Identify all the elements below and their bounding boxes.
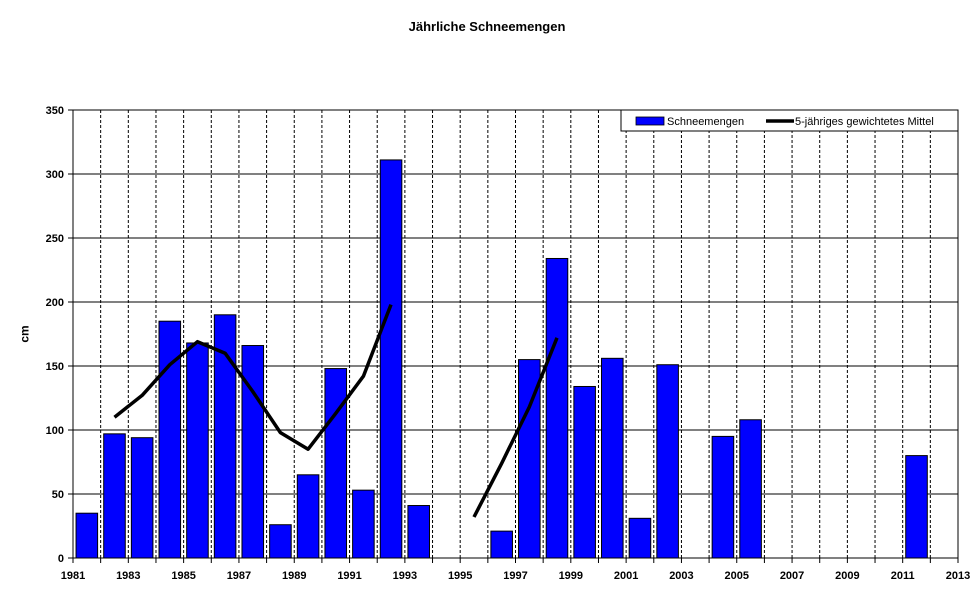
x-tick-label: 1987 [227, 570, 251, 582]
x-tick-label: 1985 [171, 570, 195, 582]
bar-1991 [324, 368, 348, 559]
mean-line-segment-1 [113, 303, 393, 451]
bar-series [75, 159, 928, 559]
y-tick-label: 250 [46, 233, 64, 245]
y-tick-label: 350 [46, 105, 64, 117]
bar-2006 [739, 419, 762, 559]
bar-2003 [656, 364, 679, 559]
y-axis-ticks: 0 50 100 150 200 250 300 350 [46, 105, 73, 565]
x-tick-label: 1981 [61, 570, 85, 582]
x-tick-label: 2005 [725, 570, 749, 582]
bar-1982 [75, 512, 99, 559]
legend-line-label: 5-jähriges gewichtetes Mittel [795, 116, 934, 128]
x-tick-label: 1991 [337, 570, 361, 582]
y-tick-label: 0 [58, 553, 64, 565]
bar-1986 [186, 342, 209, 559]
y-tick-label: 100 [46, 425, 64, 437]
x-tick-label: 1997 [503, 570, 527, 582]
x-tick-label: 1999 [559, 570, 583, 582]
bar-1999 [545, 257, 569, 559]
x-tick-label: 2001 [614, 570, 638, 582]
bar-1997 [490, 530, 513, 559]
bar-2012 [905, 455, 928, 559]
x-axis-ticks: 1981 1983 1985 1987 1989 1991 1993 1995 1997 1999… [61, 558, 970, 582]
y-tick-label: 300 [46, 169, 64, 181]
x-tick-label: 2003 [669, 570, 693, 582]
bar-2002 [628, 517, 652, 559]
legend-bar-swatch [635, 116, 665, 126]
x-tick-label: 1995 [448, 570, 472, 582]
bar-1983 [103, 433, 126, 559]
y-tick-label: 50 [52, 489, 64, 501]
x-tick-label: 1993 [393, 570, 417, 582]
bar-1993 [379, 159, 403, 559]
legend-bar-label: Schneemengen [667, 116, 744, 128]
x-tick-label: 2007 [780, 570, 804, 582]
line-series [113, 303, 559, 518]
x-tick-label: 2013 [946, 570, 970, 582]
x-tick-label: 1983 [116, 570, 140, 582]
grid-lines [73, 110, 958, 558]
y-tick-label: 150 [46, 361, 64, 373]
bar-1989 [269, 524, 292, 559]
bar-2005 [711, 435, 735, 559]
bar-1990 [296, 474, 320, 559]
bar-1994 [407, 505, 430, 559]
bar-2001 [601, 357, 624, 559]
chart-title: Jährliche Schneemengen [408, 19, 566, 34]
bar-1988 [241, 345, 265, 559]
mean-line-segment-2 [472, 337, 559, 518]
bar-2000 [573, 385, 596, 559]
bar-1984 [130, 437, 154, 559]
bar-1992 [352, 489, 375, 559]
x-tick-label: 2011 [891, 570, 915, 582]
x-tick-label: 2009 [835, 570, 859, 582]
legend: Schneemengen 5-jähriges gewichtetes Mitt… [620, 109, 959, 132]
x-tick-label: 1989 [282, 570, 306, 582]
y-tick-label: 200 [46, 297, 64, 309]
